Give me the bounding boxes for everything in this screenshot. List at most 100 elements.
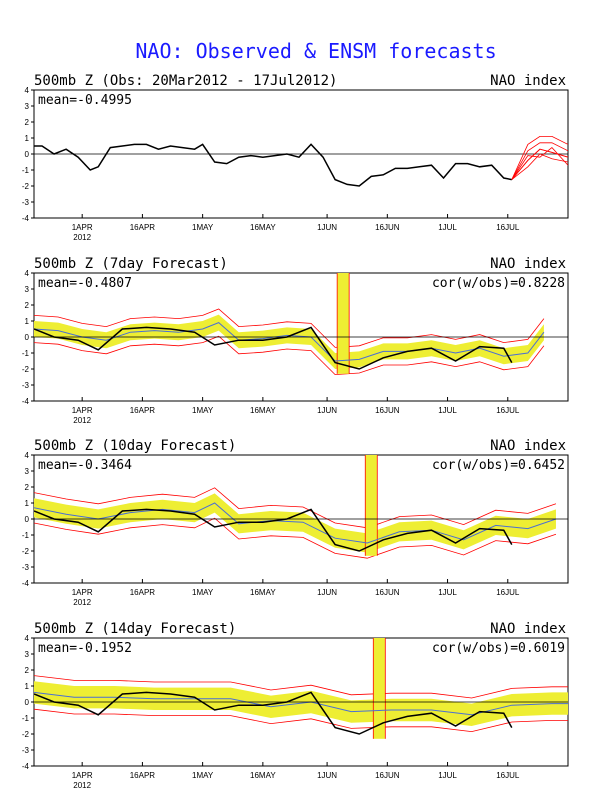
y-tick-label: -1 (22, 349, 30, 358)
spread-upper-edge (34, 487, 557, 529)
plot-area (34, 455, 568, 559)
y-tick-label: -2 (22, 182, 30, 191)
panel-title: 500mb Z (14day Forecast) (34, 621, 236, 637)
y-tick-label: 0 (25, 698, 30, 707)
observed-line (34, 326, 513, 370)
x-tick-label: 1MAY (192, 771, 214, 780)
y-tick-label: -2 (22, 365, 30, 374)
plot-area (34, 135, 568, 187)
y-tick-label: 0 (25, 333, 30, 342)
y-tick-label: -4 (22, 579, 30, 588)
mean-label-background (36, 640, 160, 655)
mean-label: mean=-0.4807 (38, 276, 132, 291)
x-tick-year: 2012 (73, 781, 91, 790)
panel-title: 500mb Z (10day Forecast) (34, 438, 236, 454)
panels-group: 500mb Z (Obs: 20Mar2012 - 17Jul2012) NAO … (22, 73, 569, 790)
cor-label-background (408, 640, 566, 655)
forecast-plume-strand (511, 147, 568, 180)
y-tick-label: -2 (22, 730, 30, 739)
x-tick-label: 1JUL (438, 406, 457, 415)
cor-label: cor(w/obs)=0.8228 (432, 276, 565, 291)
y-tick-label: -3 (22, 381, 30, 390)
spread-lower-edge (34, 517, 557, 559)
x-tick-label: 1JUL (438, 223, 457, 232)
spread-upper-edge (34, 675, 568, 699)
spread-lower-edge (34, 335, 545, 376)
mean-label-background (36, 275, 160, 290)
mean-label: mean=-0.3464 (38, 458, 132, 473)
cor-label: cor(w/obs)=0.6452 (432, 458, 565, 473)
y-tick-label: 1 (25, 682, 30, 691)
panel-index-label: NAO index (490, 438, 566, 454)
cor-label-background (408, 275, 566, 290)
y-tick-label: 3 (25, 650, 30, 659)
mean-label: mean=-0.1952 (38, 641, 132, 656)
x-tick-label: 16APR (130, 771, 156, 780)
panel-title: 500mb Z (Obs: 20Mar2012 - 17Jul2012) (34, 73, 337, 89)
observed-line (34, 143, 512, 187)
spike-band (337, 273, 350, 374)
forecast-plume-strand (511, 135, 568, 180)
y-tick-label: -2 (22, 547, 30, 556)
y-tick-label: -3 (22, 746, 30, 755)
cor-label: cor(w/obs)=0.6019 (432, 641, 565, 656)
y-tick-label: -3 (22, 563, 30, 572)
x-tick-label: 1APR (72, 771, 93, 780)
y-tick-label: -3 (22, 198, 30, 207)
y-tick-label: -1 (22, 531, 30, 540)
panel-index-label: NAO index (490, 256, 566, 272)
x-tick-label: 16APR (130, 223, 156, 232)
x-tick-label: 16APR (130, 406, 156, 415)
x-tick-label: 16JUN (375, 406, 400, 415)
panel-1: 500mb Z (Obs: 20Mar2012 - 17Jul2012) NAO … (22, 73, 569, 242)
cor-label-background (408, 457, 566, 472)
y-tick-label: -4 (22, 397, 30, 406)
x-tick-label: 16JUL (496, 588, 520, 597)
x-tick-label: 16JUL (496, 223, 520, 232)
y-tick-label: 3 (25, 102, 30, 111)
spike-band (373, 638, 386, 739)
observed-line (34, 691, 513, 735)
spread-lower-edge (34, 708, 568, 733)
y-tick-label: 4 (25, 451, 30, 460)
y-tick-label: 4 (25, 634, 30, 643)
x-tick-label: 16JUL (496, 406, 520, 415)
y-tick-label: 2 (25, 118, 30, 127)
y-tick-label: 1 (25, 134, 30, 143)
x-tick-label: 16MAY (250, 771, 276, 780)
x-tick-label: 1MAY (192, 223, 214, 232)
y-tick-label: -1 (22, 714, 30, 723)
panel-2: 500mb Z (7day Forecast) NAO index -4 -3 -2 -1… (22, 256, 569, 425)
x-tick-label: 16APR (130, 588, 156, 597)
observed-line (34, 508, 513, 552)
figure-title: NAO: Observed & ENSM forecasts (135, 39, 496, 63)
spread-band (34, 493, 556, 553)
ensemble-mean-line (34, 502, 557, 544)
y-tick-label: 4 (25, 269, 30, 278)
x-tick-label: 16JUN (375, 223, 400, 232)
x-tick-year: 2012 (73, 598, 91, 607)
x-tick-year: 2012 (73, 233, 91, 242)
panel-4: 500mb Z (14day Forecast) NAO index -4 -3 -2 -… (22, 621, 569, 790)
y-tick-label: 1 (25, 499, 30, 508)
y-tick-label: 1 (25, 317, 30, 326)
x-tick-label: 1JUL (438, 771, 457, 780)
y-tick-label: 2 (25, 666, 30, 675)
x-tick-label: 16JUN (375, 771, 400, 780)
x-tick-label: 1MAY (192, 588, 214, 597)
x-tick-label: 16JUL (496, 771, 520, 780)
x-tick-label: 1JUN (317, 223, 337, 232)
y-tick-label: 3 (25, 285, 30, 294)
x-tick-label: 16MAY (250, 223, 276, 232)
forecast-plume-strand (511, 153, 568, 180)
y-tick-label: 3 (25, 467, 30, 476)
panel-3: 500mb Z (10day Forecast) NAO index -4 -3 -2 -… (22, 438, 569, 607)
x-tick-label: 1JUL (438, 588, 457, 597)
x-tick-label: 1APR (72, 588, 93, 597)
mean-label: mean=-0.4995 (38, 93, 132, 108)
panel-title: 500mb Z (7day Forecast) (34, 256, 228, 272)
mean-label-background (36, 92, 160, 107)
x-tick-label: 16MAY (250, 406, 276, 415)
x-tick-label: 1JUN (317, 406, 337, 415)
